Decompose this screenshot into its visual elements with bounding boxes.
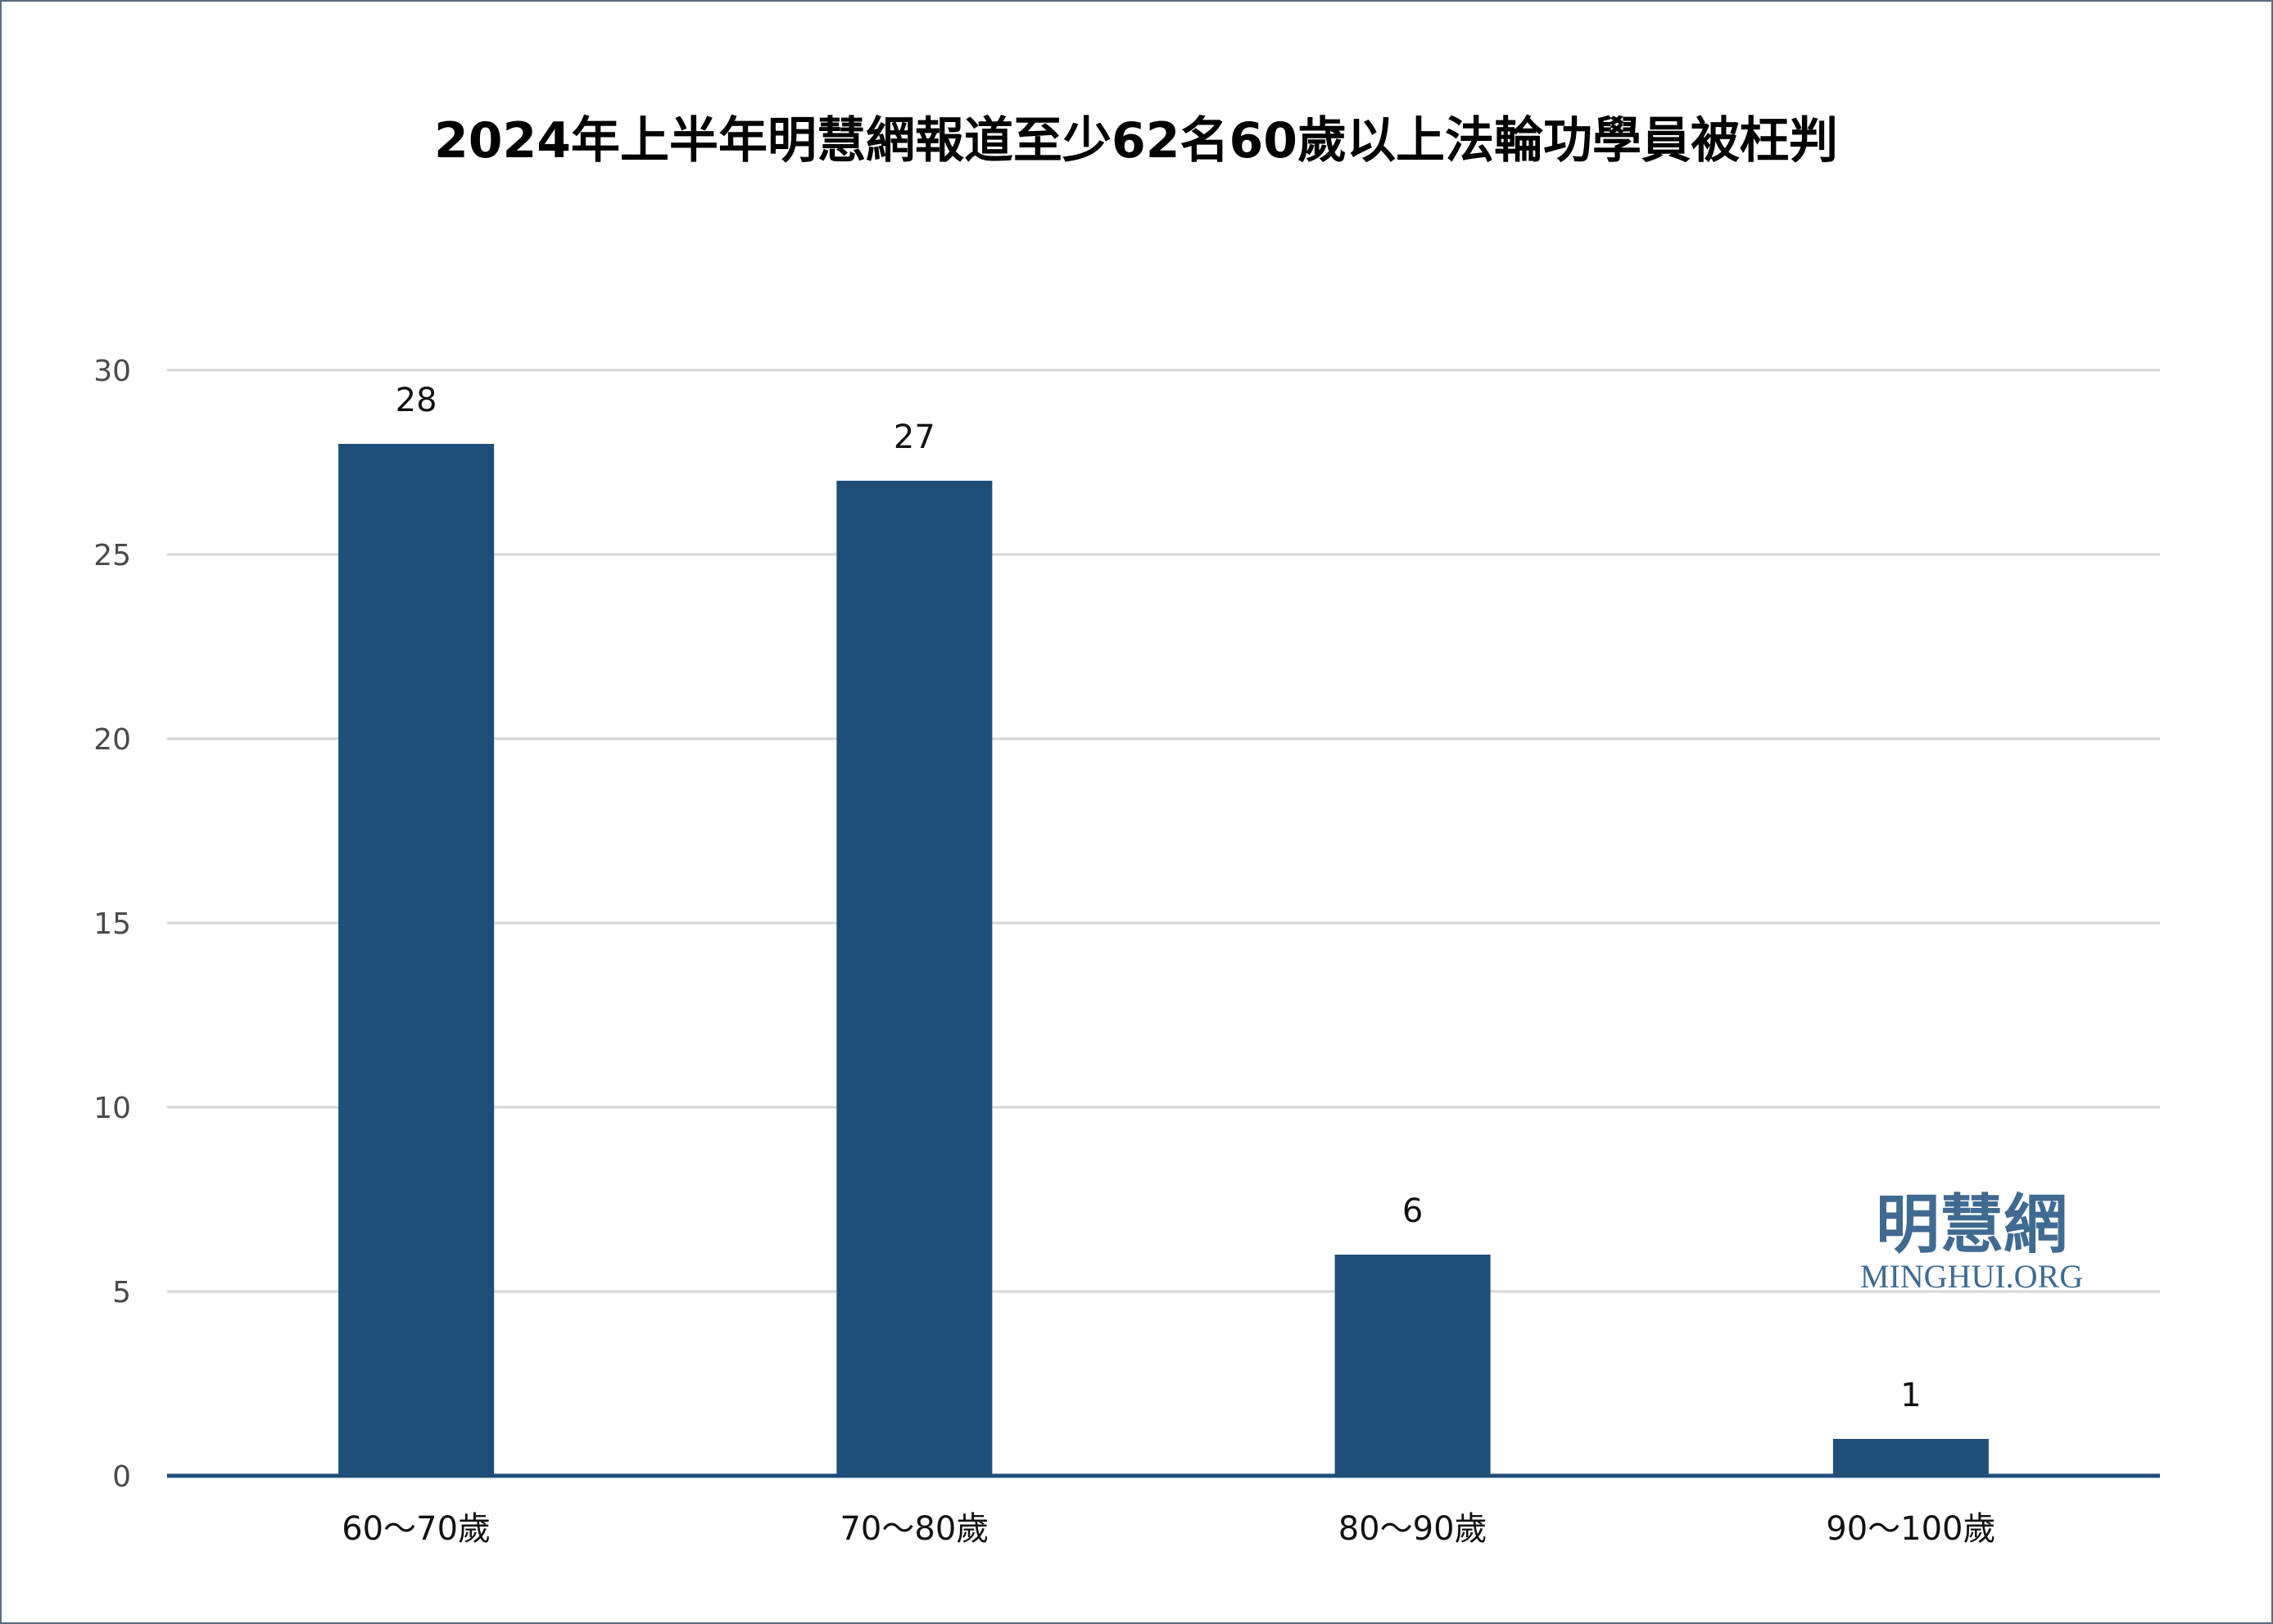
x-axis-ticks: 60～70歲 70～80歲 80～90歲 90～100歲 — [342, 1510, 1995, 1548]
bars — [338, 444, 1989, 1476]
y-tick-label: 10 — [93, 1092, 131, 1125]
gridlines — [167, 369, 2160, 1293]
y-tick-label: 5 — [112, 1276, 131, 1310]
data-label: 27 — [894, 418, 935, 456]
x-tick-label: 60～70歲 — [342, 1510, 491, 1548]
x-tick-label: 90～100歲 — [1826, 1510, 1995, 1548]
data-label: 1 — [1900, 1377, 1921, 1414]
y-tick-label: 20 — [93, 723, 131, 757]
bar — [1334, 1255, 1491, 1476]
x-tick-label: 70～80歲 — [840, 1510, 989, 1548]
data-labels: 28 27 6 1 — [396, 382, 1922, 1414]
data-label: 28 — [396, 382, 437, 419]
bar — [1832, 1439, 1989, 1476]
watermark-chinese: 明慧網 — [1876, 1187, 2067, 1262]
y-axis-ticks: 0 5 10 15 20 25 30 — [93, 355, 131, 1494]
bar — [338, 444, 495, 1476]
y-tick-label: 25 — [93, 539, 131, 572]
watermark-english: MINGHUI.ORG — [1860, 1258, 2083, 1295]
y-tick-label: 0 — [112, 1460, 131, 1494]
y-tick-label: 30 — [93, 355, 131, 388]
data-label: 6 — [1402, 1192, 1423, 1230]
watermark-logo: 明慧網 MINGHUI.ORG — [1860, 1187, 2083, 1295]
y-tick-label: 15 — [93, 907, 131, 941]
bar — [836, 481, 993, 1476]
x-tick-label: 80～90歲 — [1338, 1510, 1487, 1548]
chart-title: 2024年上半年明慧網報道至少62名60歲以上法輪功學員被枉判 — [434, 112, 1838, 170]
